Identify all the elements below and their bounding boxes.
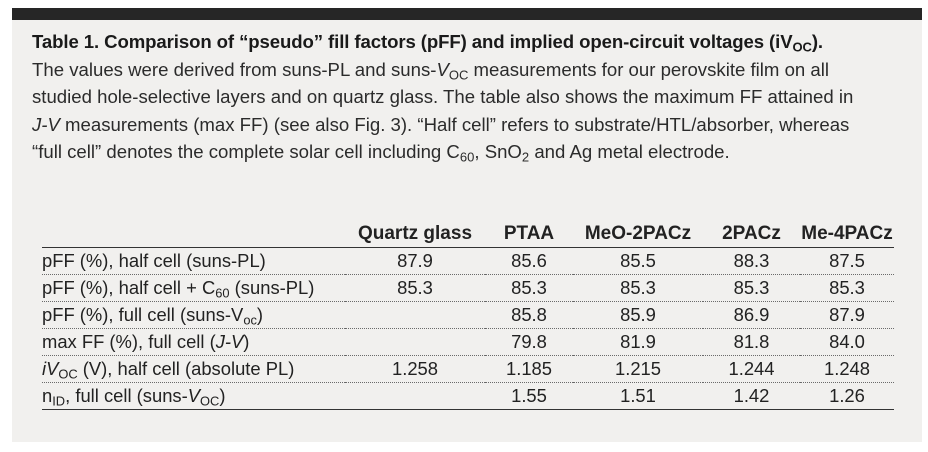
table-cell: 85.3 (573, 274, 703, 302)
table-cell: 1.258 (345, 355, 485, 383)
table-cell (345, 382, 485, 410)
table-cell: 87.9 (800, 301, 894, 329)
table-row: iVOC (V), half cell (absolute PL) 1.258 … (42, 355, 894, 383)
table-cell: 87.9 (345, 247, 485, 275)
table-cell: 1.215 (573, 355, 703, 383)
caption-line-2: studied hole-selective layers and on qua… (32, 86, 854, 107)
table-cell (345, 301, 485, 329)
row-label: pFF (%), half cell + C60 (suns-PL) (42, 274, 345, 302)
table-cell: 1.244 (703, 355, 800, 383)
table-cell: 87.5 (800, 247, 894, 275)
table-cell: 85.3 (345, 274, 485, 302)
table-cell: 85.3 (800, 274, 894, 302)
column-header-meo-2pacz: MeO-2PACz (573, 218, 703, 248)
table-cell: 85.6 (485, 247, 573, 275)
column-header-ptaa: PTAA (485, 218, 573, 248)
row-label: iVOC (V), half cell (absolute PL) (42, 355, 345, 383)
table-cell: 81.8 (703, 328, 800, 356)
table-cell: 85.5 (573, 247, 703, 275)
column-header-me-4pacz: Me-4PACz (800, 218, 894, 248)
caption-line-3: J-V measurements (max FF) (see also Fig.… (32, 113, 850, 135)
table-caption: Table 1. Comparison of “pseudo” fill fac… (32, 28, 902, 166)
table-cell: 1.42 (703, 382, 800, 410)
table-row: pFF (%), half cell + C60 (suns-PL) 85.3 … (42, 274, 894, 302)
table-cell: 81.9 (573, 328, 703, 356)
table-cell: 1.55 (485, 382, 573, 410)
row-label: pFF (%), half cell (suns-PL) (42, 247, 345, 275)
row-label: nID, full cell (suns-VOC) (42, 382, 345, 410)
table-cell: 1.26 (800, 382, 894, 410)
table-cell: 85.3 (485, 274, 573, 302)
table-cell: 1.248 (800, 355, 894, 383)
table-row: nID, full cell (suns-VOC) 1.55 1.51 1.42… (42, 382, 894, 410)
column-header (42, 218, 345, 248)
table-row: max FF (%), full cell (J-V) 79.8 81.9 81… (42, 328, 894, 356)
column-header-quartz-glass: Quartz glass (345, 218, 485, 248)
row-label: max FF (%), full cell (J-V) (42, 328, 345, 356)
table-cell: 1.185 (485, 355, 573, 383)
table-cell: 79.8 (485, 328, 573, 356)
table-cell: 88.3 (703, 247, 800, 275)
caption-title: Table 1. Comparison of “pseudo” fill fac… (32, 31, 824, 55)
table-cell: 85.3 (703, 274, 800, 302)
table-cell: 85.8 (485, 301, 573, 329)
caption-line-4: “full cell” denotes the complete solar c… (32, 141, 730, 165)
table-cell: 86.9 (703, 301, 800, 329)
table-row: pFF (%), half cell (suns-PL) 87.9 85.6 8… (42, 247, 894, 275)
table-cell: 84.0 (800, 328, 894, 356)
table-cell: 1.51 (573, 382, 703, 410)
table-cell: 85.9 (573, 301, 703, 329)
comparison-table: Quartz glass PTAA MeO-2PACz 2PACz Me-4PA… (42, 218, 894, 410)
table-header-row: Quartz glass PTAA MeO-2PACz 2PACz Me-4PA… (42, 218, 894, 248)
table-cell (345, 328, 485, 356)
table-row: pFF (%), full cell (suns-Voc) 85.8 85.9 … (42, 301, 894, 329)
caption-line-1: The values were derived from suns-PL and… (32, 58, 830, 83)
row-label: pFF (%), full cell (suns-Voc) (42, 301, 345, 329)
column-header-2pacz: 2PACz (703, 218, 800, 248)
